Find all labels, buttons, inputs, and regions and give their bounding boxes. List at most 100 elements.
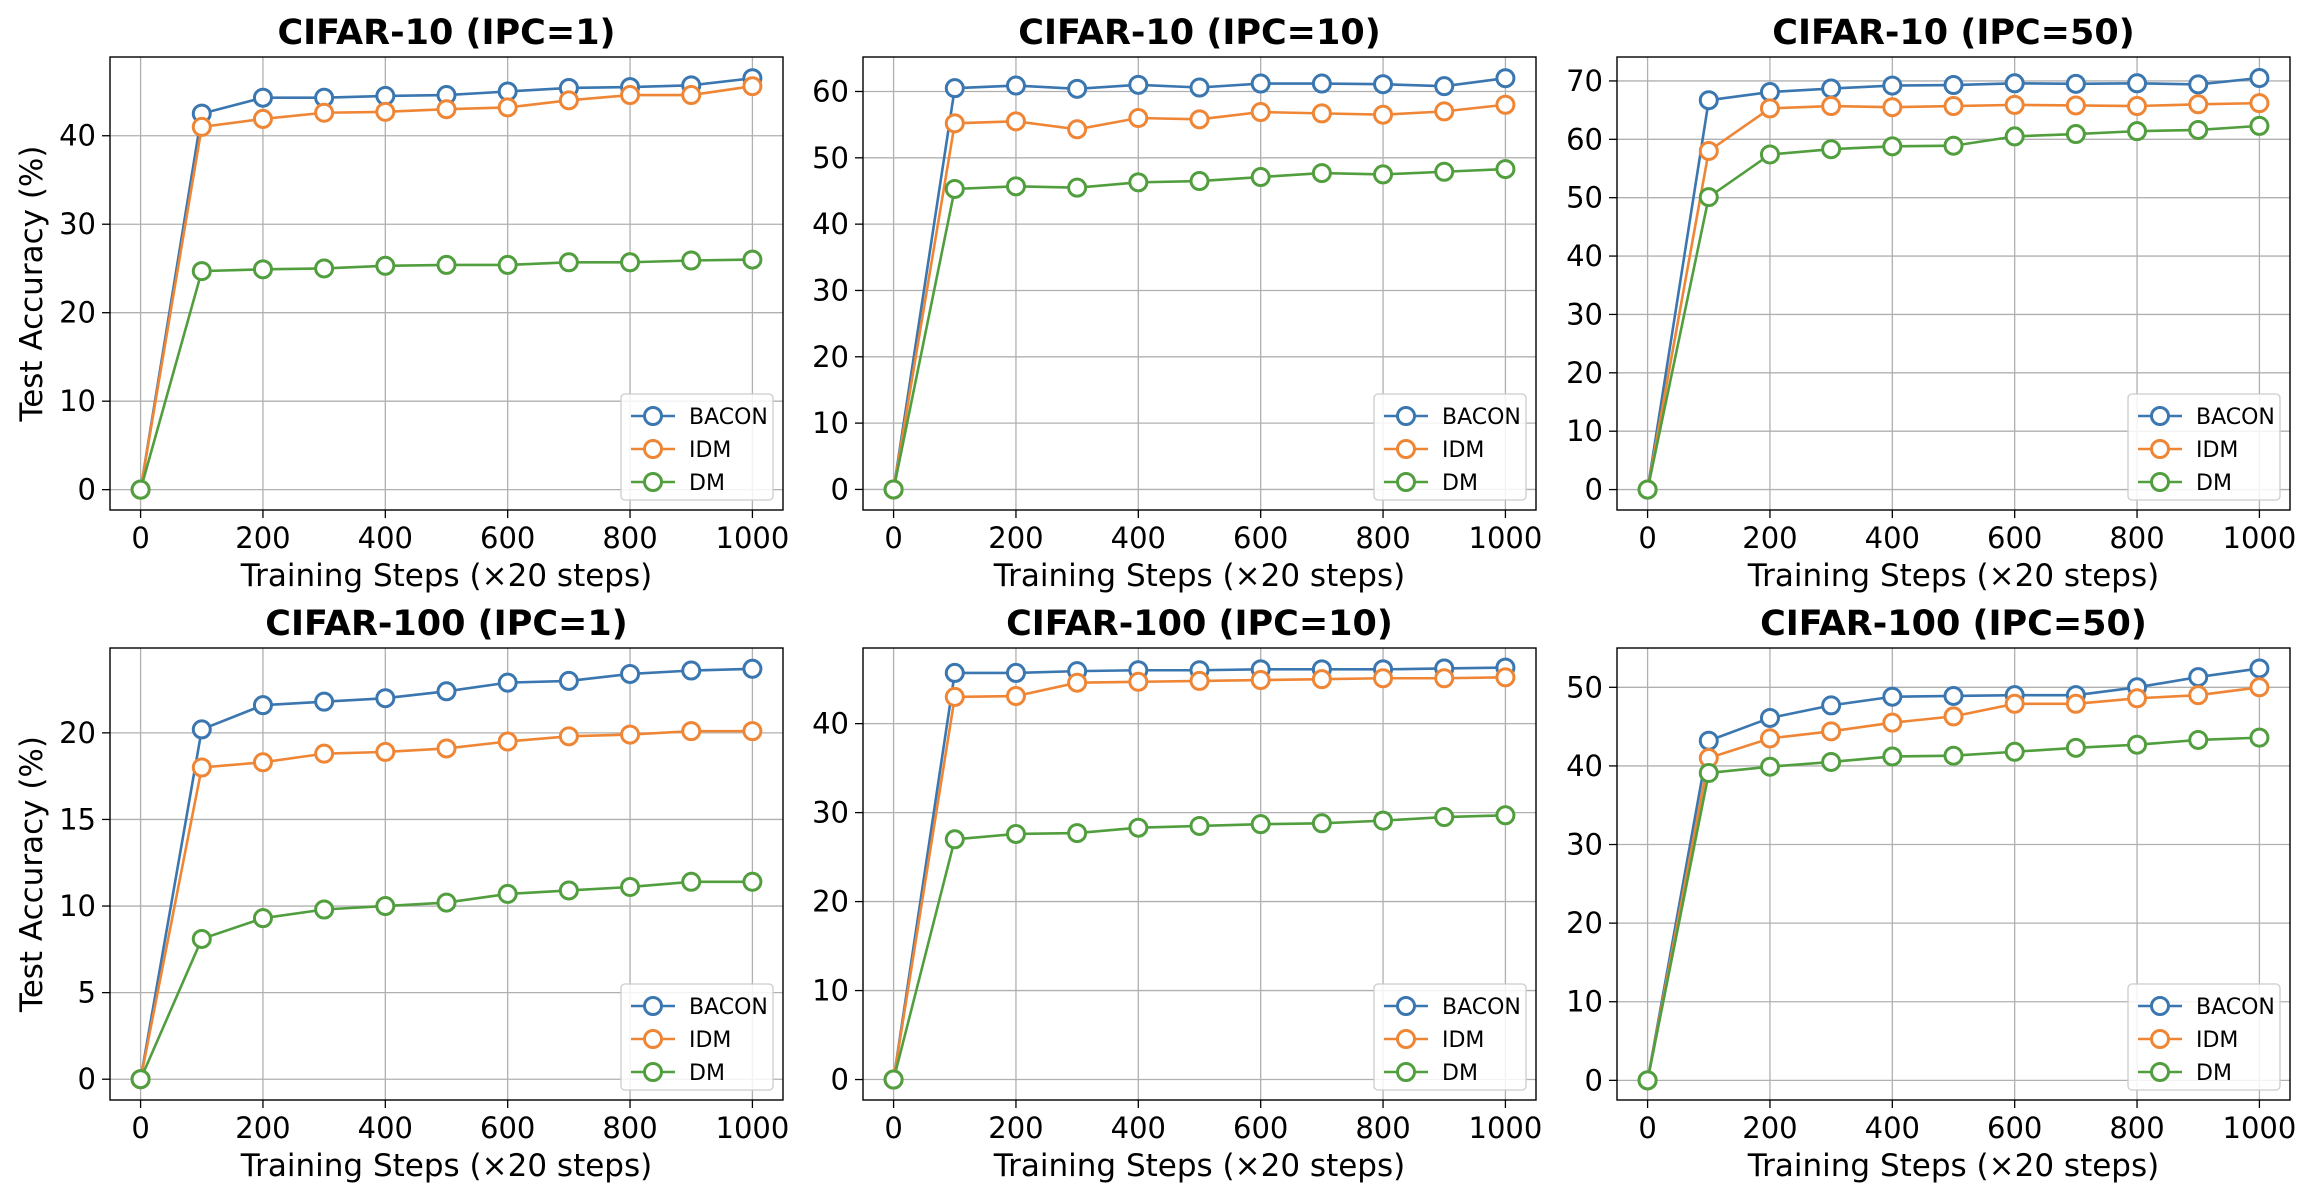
data-point-bacon — [1821, 78, 1842, 99]
data-point-bacon — [620, 663, 641, 684]
data-point-idm — [1943, 96, 1964, 117]
x-tick-label: 200 — [988, 521, 1043, 555]
data-point-dm — [1759, 756, 1780, 777]
data-point-bacon — [1943, 685, 1964, 706]
data-point-idm — [1128, 671, 1149, 692]
data-point-dm — [2004, 126, 2025, 147]
y-tick-label: 30 — [812, 273, 849, 307]
data-point-idm — [314, 743, 335, 764]
data-point-idm — [314, 102, 335, 123]
x-tick-label: 1000 — [1469, 521, 1543, 555]
data-point-dm — [1250, 167, 1271, 188]
data-point-dm — [191, 261, 212, 282]
data-point-bacon — [1189, 77, 1210, 98]
x-tick-label: 400 — [1865, 1111, 1920, 1145]
legend-swatch-marker — [1396, 1062, 1416, 1082]
data-point-dm — [375, 896, 396, 917]
data-point-idm — [1311, 103, 1332, 124]
data-point-idm — [252, 752, 273, 773]
data-point-idm — [1250, 102, 1271, 123]
data-point-idm — [1373, 668, 1394, 689]
data-point-idm — [2065, 693, 2086, 714]
y-tick-label: 0 — [1585, 1063, 1603, 1097]
data-point-bacon — [558, 670, 579, 691]
data-point-idm — [2127, 688, 2148, 709]
legend-entry-bacon: BACON — [2196, 995, 2275, 1020]
data-point-idm — [2065, 95, 2086, 116]
y-tick-label: 20 — [59, 296, 96, 330]
legend-entry-idm: IDM — [689, 1028, 731, 1053]
data-point-idm — [1759, 728, 1780, 749]
y-tick-label: 60 — [1566, 122, 1603, 156]
data-point-idm — [944, 686, 965, 707]
plot-frame — [862, 56, 1537, 511]
data-point-dm — [1759, 144, 1780, 165]
y-tick-label: 10 — [812, 974, 849, 1008]
data-point-dm — [1821, 139, 1842, 160]
x-axis-label: Training Steps (×20 steps) — [1747, 558, 2159, 594]
legend-swatch-marker — [2150, 406, 2170, 426]
data-point-dm — [1882, 136, 1903, 157]
data-point-idm — [1943, 706, 1964, 727]
panel-cifar-100-ipc-1: 0 200 400 600 800 1000 0 5 10 15 20 CIFAR-100 (IPC=… — [14, 604, 789, 1184]
data-point-dm — [1698, 762, 1719, 783]
data-point-dm — [1128, 817, 1149, 838]
data-point-dm — [497, 883, 518, 904]
data-point-dm — [2065, 737, 2086, 758]
legend-entry-idm: IDM — [2196, 1028, 2238, 1053]
plot-frame — [862, 647, 1537, 1101]
x-tick-label: 200 — [988, 1111, 1043, 1145]
legend-entry-idm: IDM — [689, 438, 731, 463]
data-point-idm — [1311, 669, 1332, 690]
y-tick-label: 40 — [59, 119, 96, 153]
data-point-dm — [1373, 164, 1394, 185]
data-point-bacon — [2127, 73, 2148, 94]
y-tick-label: 5 — [78, 976, 96, 1010]
data-point-idm — [191, 757, 212, 778]
x-tick-label: 1000 — [2223, 521, 2297, 555]
x-tick-label: 800 — [602, 521, 657, 555]
x-tick-label: 400 — [1111, 1111, 1166, 1145]
data-point-idm — [1189, 670, 1210, 691]
data-point-dm — [497, 254, 518, 275]
x-tick-label: 400 — [1111, 521, 1166, 555]
x-tick-label: 0 — [131, 1111, 149, 1145]
plot-frame — [109, 56, 784, 511]
data-point-bacon — [1698, 90, 1719, 111]
data-point-dm — [436, 892, 457, 913]
y-tick-label: 0 — [78, 1062, 96, 1096]
y-tick-label: 40 — [812, 707, 849, 741]
plot-frame — [1616, 56, 2291, 511]
data-point-dm — [1067, 823, 1088, 844]
data-point-bacon — [2249, 658, 2270, 679]
data-point-idm — [742, 76, 763, 97]
data-point-dm — [1637, 479, 1658, 500]
y-axis-label: Test Accuracy (%) — [14, 146, 50, 423]
data-point-bacon — [1882, 75, 1903, 96]
data-point-dm — [2004, 741, 2025, 762]
data-point-idm — [1759, 98, 1780, 119]
data-point-dm — [1005, 176, 1026, 197]
x-tick-label: 600 — [1233, 521, 1288, 555]
y-tick-label: 50 — [812, 141, 849, 175]
data-point-bacon — [1067, 78, 1088, 99]
legend-swatch-marker — [1396, 996, 1416, 1016]
data-point-idm — [497, 97, 518, 118]
legend-entry-dm: DM — [2196, 1061, 2232, 1086]
y-tick-label: 0 — [831, 472, 849, 506]
x-tick-label: 600 — [1987, 1111, 2042, 1145]
data-point-bacon — [1434, 76, 1455, 97]
data-point-dm — [2188, 119, 2209, 140]
x-tick-label: 600 — [480, 1111, 535, 1145]
x-tick-label: 0 — [884, 1111, 902, 1145]
x-axis-label: Training Steps (×20 steps) — [240, 558, 652, 594]
data-point-bacon — [1943, 75, 1964, 96]
data-point-idm — [2127, 96, 2148, 117]
y-tick-label: 50 — [1566, 181, 1603, 215]
data-point-dm — [2188, 729, 2209, 750]
x-axis-label: Training Steps (×20 steps) — [993, 1148, 1405, 1184]
data-point-idm — [2249, 677, 2270, 698]
y-tick-label: 60 — [812, 74, 849, 108]
data-point-dm — [1821, 751, 1842, 772]
legend-swatch-marker — [643, 472, 663, 492]
